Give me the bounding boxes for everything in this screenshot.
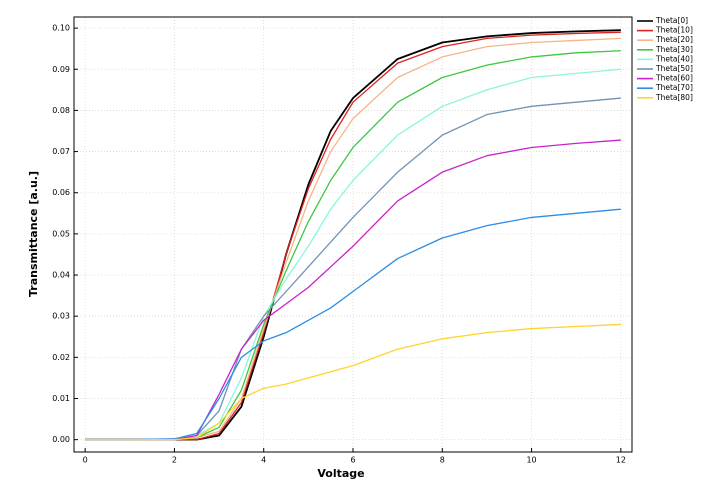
y-axis-label: Transmittance [a.u.] <box>27 171 40 297</box>
y-tick-label: 0.03 <box>52 312 70 321</box>
line-series <box>85 31 621 441</box>
x-tick-label: 12 <box>616 456 626 465</box>
y-tick-label: 0.04 <box>52 271 70 280</box>
x-tick-label: 2 <box>172 456 177 465</box>
legend-label: Theta[30] <box>655 45 693 54</box>
legend-label: Theta[10] <box>655 26 693 35</box>
legend-label: Theta[0] <box>655 16 688 25</box>
y-tick-label: 0.01 <box>52 394 70 403</box>
y-tick-label: 0.08 <box>52 106 70 115</box>
legend-label: Theta[40] <box>655 54 693 63</box>
y-tick-label: 0.07 <box>52 147 70 156</box>
legend-label: Theta[70] <box>655 83 693 92</box>
y-tick-label: 0.02 <box>52 353 70 362</box>
y-tick-label: 0.05 <box>52 229 70 238</box>
x-tick-label: 6 <box>350 456 355 465</box>
x-axis-label: Voltage <box>317 467 364 480</box>
line-series <box>85 29 621 441</box>
y-tick-label: 0.10 <box>52 24 70 33</box>
x-tick-label: 8 <box>440 456 445 465</box>
x-tick-label: 0 <box>83 456 88 465</box>
plot-frame <box>73 16 633 453</box>
x-tick-label: 4 <box>261 456 266 465</box>
y-tick-label: 0.00 <box>52 435 70 444</box>
line-series <box>85 208 621 441</box>
y-tick-label: 0.06 <box>52 188 70 197</box>
legend-label: Theta[80] <box>655 93 693 102</box>
legend-label: Theta[20] <box>655 35 693 44</box>
y-tick-label: 0.09 <box>52 65 70 74</box>
x-tick-label: 10 <box>526 456 536 465</box>
legend-label: Theta[50] <box>655 64 693 73</box>
line-series <box>85 139 621 441</box>
legend-label: Theta[60] <box>655 74 693 83</box>
line-series <box>85 323 621 441</box>
